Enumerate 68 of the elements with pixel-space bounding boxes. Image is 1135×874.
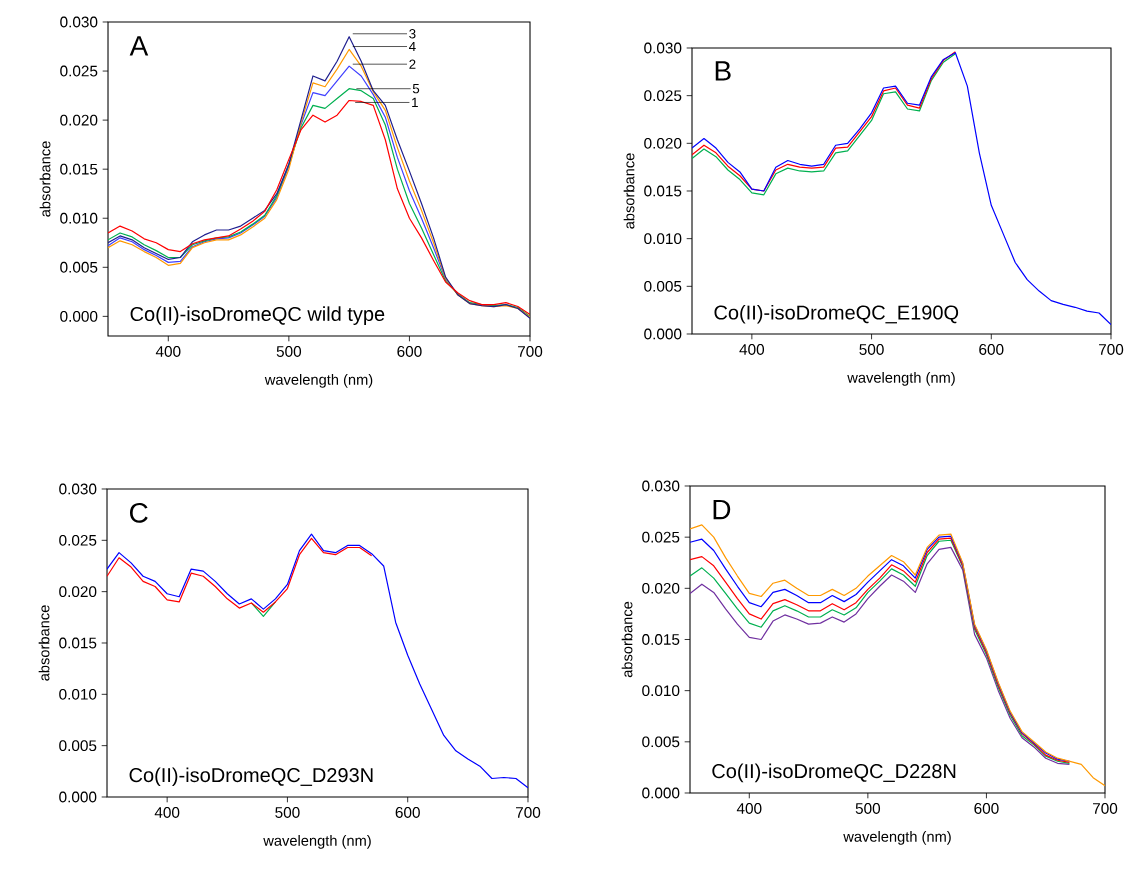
- y-axis-title: absorbance: [621, 601, 633, 678]
- x-tick-label: 500: [275, 807, 300, 818]
- y-tick-label: 0.000: [60, 310, 98, 322]
- y-tick-label: 0.000: [642, 787, 680, 799]
- x-tick-label: 600: [974, 803, 999, 814]
- text: Co(II)-isoDromeQC_D293N: [129, 767, 373, 787]
- y-tick-label: 0.015: [642, 634, 680, 645]
- y-tick-label: 0.015: [59, 637, 97, 649]
- x-tick-label: 500: [276, 346, 302, 357]
- x-tick-label: 400: [739, 344, 765, 355]
- x-tick-label: 600: [397, 346, 422, 357]
- y-tick-label: 0.025: [60, 65, 98, 77]
- y-tick-label: 0.005: [60, 261, 98, 273]
- y-tick-label: 0.005: [59, 740, 97, 752]
- x-axis-title: wavelength (nm): [843, 831, 951, 845]
- y-tick-label: 0.030: [644, 42, 682, 54]
- chart-title: A: [129, 36, 149, 56]
- x-tick-label: 700: [516, 807, 541, 818]
- y-tick-label: 0.030: [59, 483, 97, 495]
- y-tick-label: 0.010: [60, 212, 98, 224]
- x-axis-title: wavelength (nm): [263, 835, 371, 849]
- annotation: 5: [412, 84, 420, 94]
- y-tick-label: 0.025: [644, 90, 682, 102]
- x-tick-label: 400: [154, 807, 180, 818]
- y-tick-label: 0.010: [644, 233, 682, 245]
- x-tick-label: 500: [855, 803, 881, 814]
- y-axis-title: absorbance: [39, 141, 51, 217]
- y-tick-label: 0.015: [644, 185, 682, 197]
- x-tick-label: 500: [859, 344, 884, 355]
- y-tick-label: 0.020: [60, 114, 98, 126]
- chart-title: D: [713, 499, 731, 520]
- annotation: 4: [409, 41, 416, 52]
- y-tick-label: 0.020: [644, 137, 682, 149]
- x-tick-label: 400: [155, 346, 181, 357]
- x-tick-label: 600: [395, 807, 420, 818]
- y-tick-label: 0.030: [60, 16, 98, 28]
- y-tick-label: 0.010: [642, 685, 680, 697]
- annotation: 1: [412, 97, 418, 108]
- annotation: 2: [409, 59, 416, 69]
- x-tick-label: 700: [518, 346, 543, 357]
- y-tick-label: 0.020: [642, 582, 680, 594]
- y-tick-label: 0.025: [59, 534, 97, 546]
- y-tick-label: 0.005: [642, 736, 680, 748]
- text: Co(II)-isoDromeQC_D228N: [712, 763, 956, 783]
- y-tick-label: 0.015: [60, 163, 98, 175]
- chart-title: C: [129, 502, 148, 523]
- line-series: [107, 537, 373, 613]
- x-tick-label: 600: [979, 344, 1004, 355]
- y-tick-label: 0.000: [644, 328, 682, 340]
- y-tick-label: 0.030: [642, 480, 680, 492]
- line-series: [107, 533, 528, 789]
- x-tick-label: 700: [1099, 344, 1124, 355]
- x-axis-title: wavelength (nm): [264, 374, 373, 388]
- x-tick-label: 400: [736, 803, 762, 814]
- y-tick-label: 0.025: [642, 531, 680, 543]
- y-axis-title: absorbance: [623, 153, 635, 229]
- x-tick-label: 700: [1093, 803, 1118, 814]
- y-axis-title: absorbance: [38, 605, 50, 681]
- y-tick-label: 0.000: [59, 791, 97, 803]
- y-tick-label: 0.010: [59, 688, 97, 700]
- chart-title: B: [715, 61, 731, 81]
- line-series: [692, 52, 1111, 326]
- text: Co(II)-isoDromeQC wild type: [130, 306, 385, 325]
- y-tick-label: 0.020: [59, 586, 97, 598]
- x-axis-title: wavelength (nm): [847, 372, 955, 386]
- text: Co(II)-isoDromeQC_E190Q: [714, 304, 959, 324]
- annotation: 3: [409, 29, 416, 39]
- y-tick-label: 0.005: [644, 280, 682, 292]
